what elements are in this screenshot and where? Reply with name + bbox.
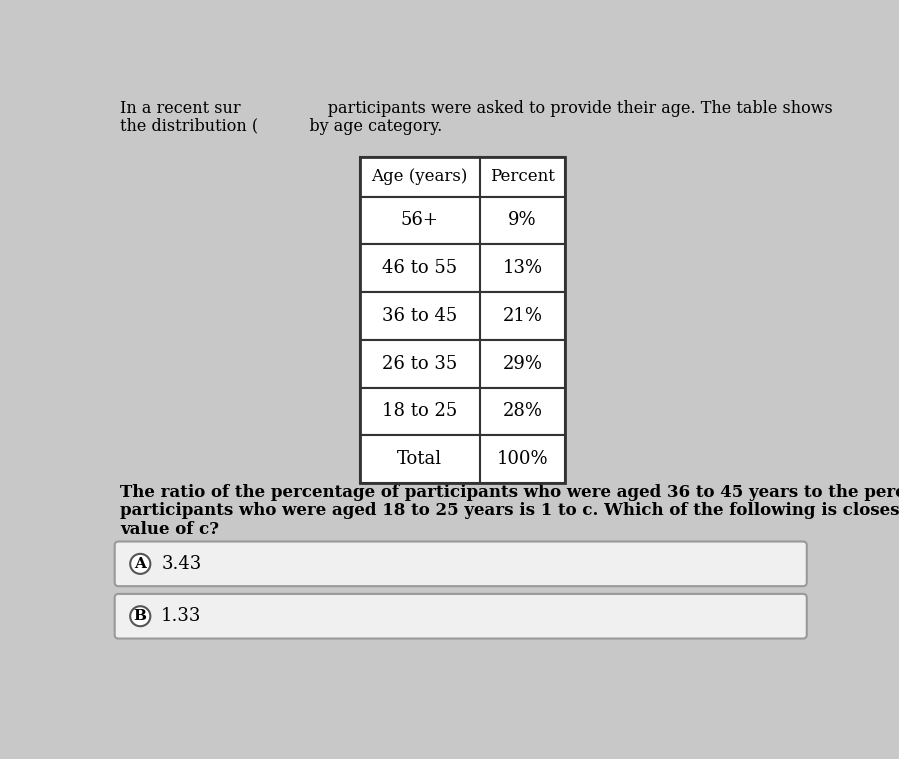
Circle shape [130,606,150,626]
Text: 56+: 56+ [401,212,439,229]
Bar [360,244,565,292]
Text: 18 to 25: 18 to 25 [382,402,458,420]
Text: 29%: 29% [503,354,542,373]
FancyBboxPatch shape [115,541,806,586]
Bar [360,156,565,483]
Text: 21%: 21% [503,307,542,325]
Text: participants who were aged 18 to 25 years is 1 to c. Which of the following is c: participants who were aged 18 to 25 year… [120,502,899,519]
Text: A: A [134,557,147,571]
Bar [360,156,565,197]
Text: Total: Total [397,450,442,468]
Text: 46 to 55: 46 to 55 [382,259,458,277]
Text: B: B [134,609,147,623]
Bar [360,435,565,483]
Text: 13%: 13% [503,259,542,277]
Text: Age (years): Age (years) [371,168,468,185]
Text: Percent: Percent [490,168,555,185]
Text: The ratio of the percentage of participants who were aged 36 to 45 years to the : The ratio of the percentage of participa… [120,483,899,501]
Bar [360,388,565,435]
FancyBboxPatch shape [115,594,806,638]
Bar [360,292,565,340]
Text: 26 to 35: 26 to 35 [382,354,458,373]
Text: value of c?: value of c? [120,521,219,537]
Bar [360,340,565,388]
Bar [360,197,565,244]
Text: 100%: 100% [496,450,548,468]
Text: 1.33: 1.33 [161,607,201,625]
Text: In a recent sur                 participants were asked to provide their age. Th: In a recent sur participants were asked … [120,100,832,118]
Circle shape [130,554,150,574]
Text: the distribution (          by age category.: the distribution ( by age category. [120,118,442,135]
Text: 28%: 28% [503,402,542,420]
Text: 3.43: 3.43 [161,555,201,573]
Text: 36 to 45: 36 to 45 [382,307,458,325]
Text: 9%: 9% [508,212,537,229]
